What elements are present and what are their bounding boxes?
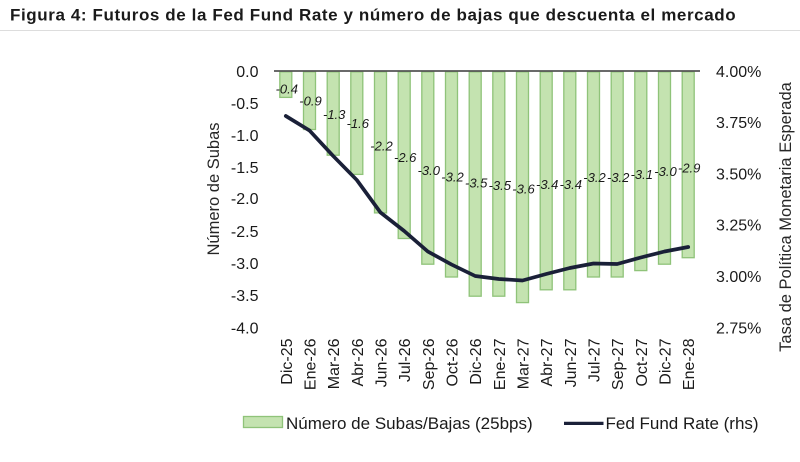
svg-text:3.25%: 3.25% bbox=[716, 218, 761, 235]
svg-text:0.0: 0.0 bbox=[236, 64, 258, 81]
svg-text:-3.2: -3.2 bbox=[583, 170, 606, 185]
svg-text:Oct-27: Oct-27 bbox=[634, 338, 651, 386]
svg-text:Dic-27: Dic-27 bbox=[658, 338, 675, 384]
svg-text:2.75%: 2.75% bbox=[716, 320, 761, 337]
svg-text:Ene-27: Ene-27 bbox=[492, 338, 509, 390]
svg-text:Sep-27: Sep-27 bbox=[610, 338, 627, 390]
svg-text:-3.5: -3.5 bbox=[465, 176, 488, 191]
svg-text:Abr-27: Abr-27 bbox=[539, 338, 556, 386]
svg-text:Figura 4: Futuros de la Fed Fu: Figura 4: Futuros de la Fed Fund Rate y … bbox=[10, 6, 736, 25]
svg-text:Número de Subas: Número de Subas bbox=[205, 123, 223, 256]
svg-text:-3.2: -3.2 bbox=[441, 170, 464, 185]
svg-text:Jul-27: Jul-27 bbox=[587, 338, 604, 382]
svg-text:-0.5: -0.5 bbox=[231, 96, 259, 113]
svg-text:Jul-26: Jul-26 bbox=[397, 338, 414, 382]
svg-text:-2.0: -2.0 bbox=[231, 191, 259, 208]
svg-text:-2.6: -2.6 bbox=[394, 150, 417, 165]
svg-text:Ene-26: Ene-26 bbox=[303, 338, 320, 390]
svg-text:-1.3: -1.3 bbox=[323, 107, 346, 122]
svg-text:-1.0: -1.0 bbox=[231, 128, 259, 145]
svg-text:Abr-26: Abr-26 bbox=[350, 338, 367, 386]
svg-text:-1.5: -1.5 bbox=[231, 160, 259, 177]
svg-text:-3.4: -3.4 bbox=[536, 177, 558, 192]
svg-text:Dic-25: Dic-25 bbox=[279, 338, 296, 384]
svg-text:-0.4: -0.4 bbox=[276, 82, 298, 97]
svg-text:-2.5: -2.5 bbox=[231, 224, 259, 241]
svg-text:4.00%: 4.00% bbox=[716, 64, 761, 81]
svg-text:-3.0: -3.0 bbox=[418, 163, 441, 178]
svg-text:Ene-28: Ene-28 bbox=[681, 338, 698, 390]
svg-text:-3.4: -3.4 bbox=[560, 177, 582, 192]
svg-text:-3.2: -3.2 bbox=[607, 170, 630, 185]
svg-text:Mar-26: Mar-26 bbox=[326, 338, 343, 389]
svg-text:Jun-27: Jun-27 bbox=[563, 338, 580, 387]
svg-text:-3.1: -3.1 bbox=[631, 167, 653, 182]
svg-text:Dic-26: Dic-26 bbox=[468, 338, 485, 384]
svg-text:-3.5: -3.5 bbox=[231, 288, 259, 305]
svg-text:3.75%: 3.75% bbox=[716, 115, 761, 132]
svg-text:Fed Fund Rate (rhs): Fed Fund Rate (rhs) bbox=[606, 414, 759, 433]
svg-text:3.50%: 3.50% bbox=[716, 166, 761, 183]
svg-text:3.00%: 3.00% bbox=[716, 269, 761, 286]
svg-text:-3.0: -3.0 bbox=[231, 256, 259, 273]
svg-text:-2.2: -2.2 bbox=[370, 139, 393, 154]
svg-text:-1.6: -1.6 bbox=[347, 116, 370, 131]
svg-text:Número de Subas/Bajas (25bps): Número de Subas/Bajas (25bps) bbox=[286, 414, 533, 433]
svg-text:Mar-27: Mar-27 bbox=[516, 338, 533, 389]
svg-text:-4.0: -4.0 bbox=[231, 320, 259, 337]
svg-text:Tasa de Política Monetaria Esp: Tasa de Política Monetaria Esperada bbox=[777, 81, 795, 351]
svg-text:-3.5: -3.5 bbox=[489, 178, 512, 193]
svg-text:Oct-26: Oct-26 bbox=[445, 338, 462, 386]
svg-text:-0.9: -0.9 bbox=[299, 94, 321, 109]
svg-text:Jun-26: Jun-26 bbox=[374, 338, 391, 387]
svg-text:-3.0: -3.0 bbox=[654, 164, 677, 179]
svg-text:-3.6: -3.6 bbox=[512, 182, 535, 197]
svg-text:-2.9: -2.9 bbox=[678, 161, 700, 176]
svg-text:Sep-26: Sep-26 bbox=[421, 338, 438, 390]
